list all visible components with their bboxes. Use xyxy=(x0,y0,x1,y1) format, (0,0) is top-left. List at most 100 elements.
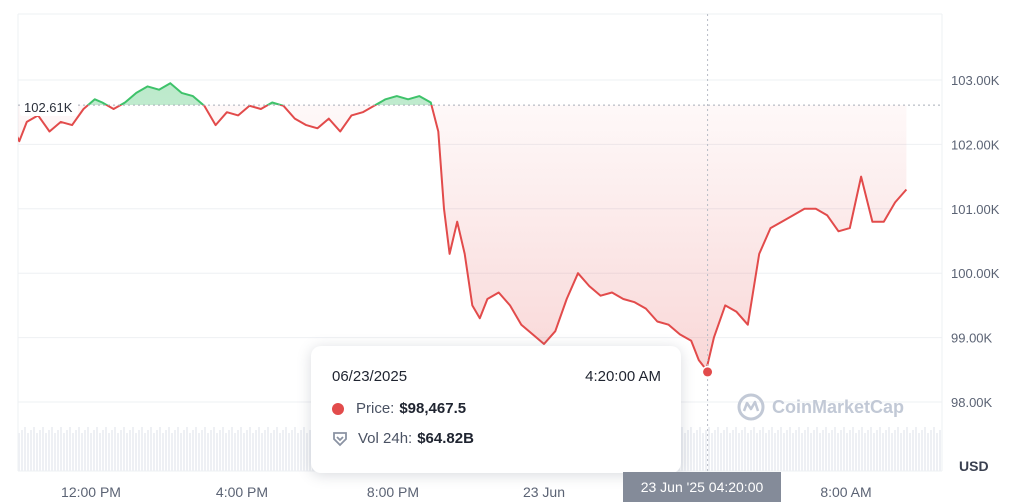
tooltip-time: 4:20:00 AM xyxy=(585,368,661,385)
volume-bar xyxy=(195,427,197,471)
volume-bar xyxy=(282,430,284,471)
volume-bar xyxy=(171,433,173,471)
volume-bar xyxy=(840,430,842,471)
volume-bar xyxy=(285,427,287,471)
volume-bar xyxy=(711,433,713,471)
volume-bar xyxy=(888,427,890,471)
volume-bar xyxy=(303,427,305,471)
y-tick-label: 102.00K xyxy=(951,137,1000,152)
volume-bar xyxy=(42,427,44,471)
volume-bar xyxy=(150,427,152,471)
volume-bar xyxy=(126,433,128,471)
volume-bar xyxy=(759,430,761,471)
volume-bar xyxy=(114,427,116,471)
volume-bar xyxy=(798,427,800,471)
volume-bar xyxy=(846,433,848,471)
volume-bar xyxy=(930,430,932,471)
volume-bar xyxy=(903,430,905,471)
volume-bar xyxy=(780,427,782,471)
volume-bar xyxy=(921,430,923,471)
price-area xyxy=(18,83,907,370)
volume-bar xyxy=(807,427,809,471)
volume-bar xyxy=(858,430,860,471)
volume-bar xyxy=(21,430,23,471)
volume-bar xyxy=(750,430,752,471)
volume-bar xyxy=(81,433,83,471)
volume-bar xyxy=(771,427,773,471)
volume-bar xyxy=(273,430,275,471)
volume-bar xyxy=(690,427,692,471)
volume-bar xyxy=(168,427,170,471)
x-axis: 12:00 PM 4:00 PM 8:00 PM 23 Jun 8:00 AM xyxy=(61,484,872,500)
volume-bar xyxy=(939,430,941,471)
volume-bar xyxy=(816,427,818,471)
volume-bar xyxy=(249,427,251,471)
volume-bar xyxy=(84,430,86,471)
y-tick-label: 98.00K xyxy=(951,395,993,410)
price-tooltip: 06/23/2025 4:20:00 AM Price: $98,467.5 V… xyxy=(311,346,681,473)
volume-bar xyxy=(48,430,50,471)
volume-bar xyxy=(264,430,266,471)
volume-bar xyxy=(732,430,734,471)
volume-bar xyxy=(708,427,710,471)
volume-bar xyxy=(297,433,299,471)
volume-bar xyxy=(882,433,884,471)
volume-bar xyxy=(111,430,113,471)
volume-bar xyxy=(180,433,182,471)
volume-bar xyxy=(819,433,821,471)
x-tick-label: 23 Jun xyxy=(523,484,565,500)
volume-bar xyxy=(123,427,125,471)
volume-bar xyxy=(120,430,122,471)
volume-bar xyxy=(813,430,815,471)
volume-bar xyxy=(696,430,698,471)
volume-bar xyxy=(801,433,803,471)
volume-bar xyxy=(18,433,20,471)
volume-bar xyxy=(852,427,854,471)
volume-bar xyxy=(786,430,788,471)
volume-bar xyxy=(849,430,851,471)
volume-bar xyxy=(726,427,728,471)
x-tick-label: 8:00 AM xyxy=(820,484,871,500)
volume-bar xyxy=(93,430,95,471)
volume-bar xyxy=(792,433,794,471)
volume-bar xyxy=(753,427,755,471)
volume-bar xyxy=(861,427,863,471)
volume-bar xyxy=(756,433,758,471)
volume-bar xyxy=(720,433,722,471)
price-line-down xyxy=(18,105,908,371)
volume-bar xyxy=(723,430,725,471)
price-line-up xyxy=(86,82,433,105)
volume-bar xyxy=(267,427,269,471)
volume-bar xyxy=(702,433,704,471)
volume-bar xyxy=(27,433,29,471)
volume-bar xyxy=(864,433,866,471)
volume-bar xyxy=(288,433,290,471)
volume-bar xyxy=(924,427,926,471)
volume-bar xyxy=(99,433,101,471)
volume-bar xyxy=(252,433,254,471)
volume-bar xyxy=(231,427,233,471)
volume-bar xyxy=(189,433,191,471)
volume-bar xyxy=(270,433,272,471)
volume-bar xyxy=(918,433,920,471)
volume-bar xyxy=(102,430,104,471)
volume-bar xyxy=(783,433,785,471)
volume-bar xyxy=(699,427,701,471)
tooltip-date: 06/23/2025 xyxy=(332,368,408,385)
volume-bar xyxy=(159,427,161,471)
volume-bar xyxy=(744,427,746,471)
volume-bar xyxy=(174,430,176,471)
volume-bar xyxy=(717,427,719,471)
hover-point xyxy=(703,367,713,377)
volume-bar xyxy=(243,433,245,471)
volume-bar xyxy=(135,433,137,471)
volume-bar xyxy=(63,433,65,471)
volume-bar xyxy=(24,427,26,471)
volume-bar xyxy=(255,430,257,471)
volume-bar xyxy=(198,433,200,471)
volume-bar xyxy=(927,433,929,471)
volume-bar xyxy=(156,430,158,471)
volume-bar xyxy=(90,433,92,471)
volume-bar xyxy=(876,430,878,471)
